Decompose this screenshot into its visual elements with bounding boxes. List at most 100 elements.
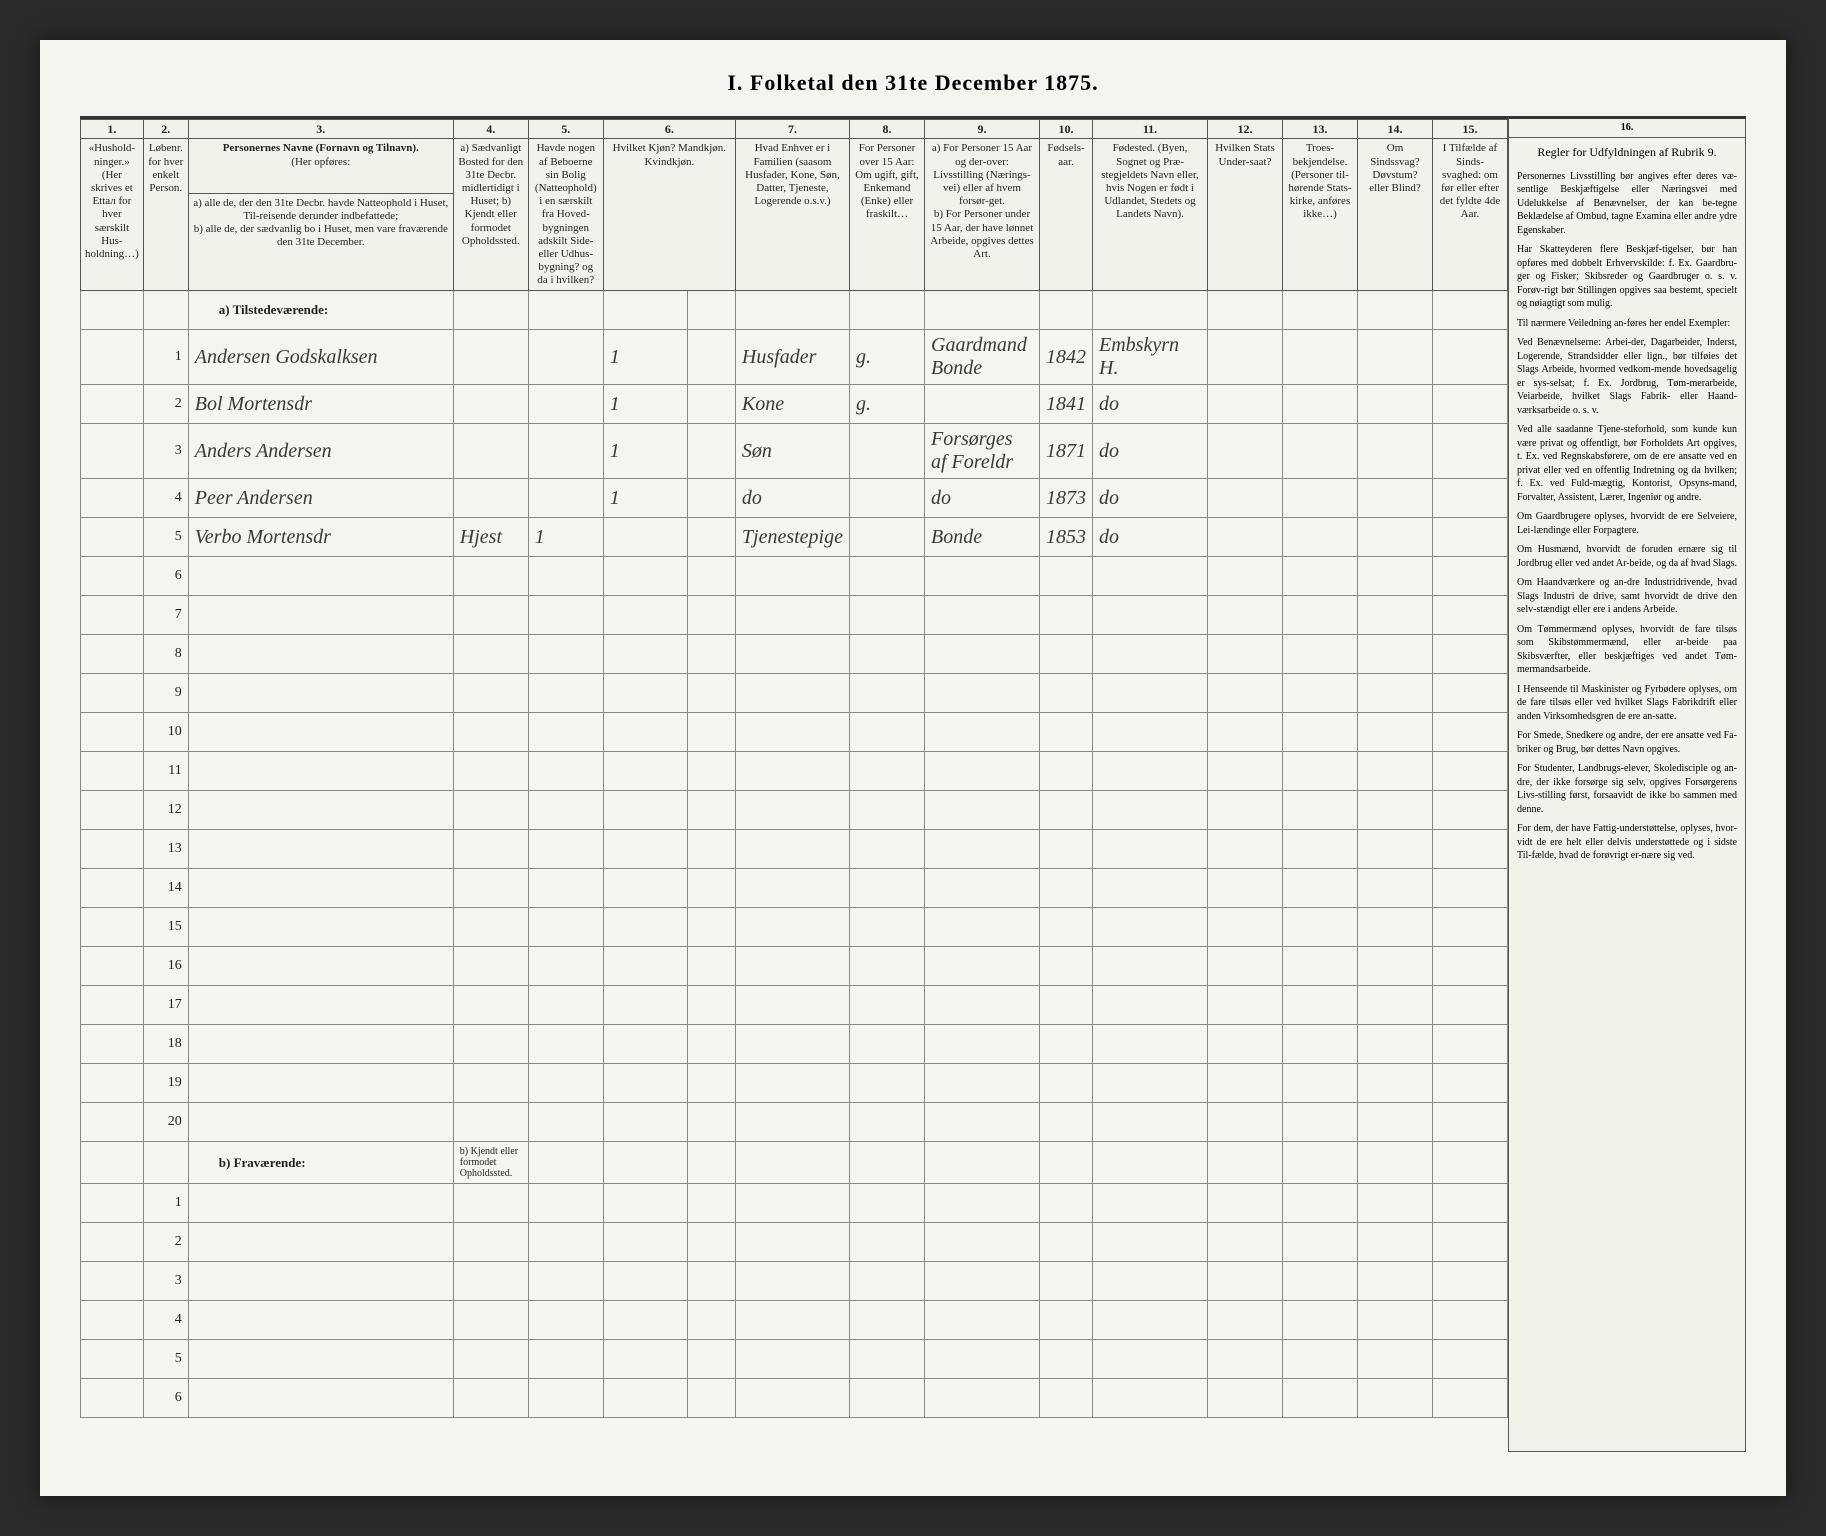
cell: [528, 1223, 603, 1262]
cell: [1208, 1262, 1283, 1301]
table-row: 7: [81, 596, 1508, 635]
section-b-label: b) Fraværende:: [188, 1142, 453, 1184]
cell: [528, 947, 603, 986]
cell: [1283, 947, 1358, 986]
cell-c14: [1358, 385, 1433, 424]
cell: [453, 1379, 528, 1418]
row-number: 17: [143, 986, 188, 1025]
cell: [1283, 1103, 1358, 1142]
cell: [850, 752, 925, 791]
cell: [1358, 1184, 1433, 1223]
person-name: Anders Andersen: [188, 424, 453, 479]
cell: [453, 908, 528, 947]
cell: [1283, 869, 1358, 908]
cell-c11: Embskyrn H.: [1093, 330, 1208, 385]
cell: [1040, 1184, 1093, 1223]
cell: [850, 1301, 925, 1340]
cell: [1283, 674, 1358, 713]
cell: [1208, 1142, 1283, 1184]
cell: [1208, 986, 1283, 1025]
cell: [81, 1223, 144, 1262]
cell-c14: [1358, 479, 1433, 518]
cell: [688, 986, 736, 1025]
cell: [688, 1064, 736, 1103]
cell: [1208, 908, 1283, 947]
hdr-3-title-text: Personernes Navne (Fornavn og Tilnavn).: [223, 142, 419, 154]
cell: [688, 596, 736, 635]
cell: [688, 1379, 736, 1418]
cell: [1433, 1064, 1508, 1103]
table-body: a) Tilstedeværende:1Andersen Godskalksen…: [81, 291, 1508, 1418]
cell-c13: [1283, 424, 1358, 479]
cell: [81, 791, 144, 830]
cell: [1208, 1103, 1283, 1142]
cell: [735, 752, 849, 791]
cell-c5: 1: [528, 518, 603, 557]
cell: [188, 1223, 453, 1262]
cell: [1040, 1142, 1093, 1184]
cell: [453, 947, 528, 986]
hdr-2: Løbenr. for hver enkelt Person.: [143, 139, 188, 291]
hdr-9a: a) For Personer 15 Aar og der-over: Livs…: [932, 142, 1032, 207]
person-name: Verbo Mortensdr: [188, 518, 453, 557]
cell: [528, 713, 603, 752]
cell: [188, 713, 453, 752]
cell-c15: [1433, 385, 1508, 424]
cell: [1433, 1103, 1508, 1142]
cell: [850, 1184, 925, 1223]
table-row: 4Peer Andersen1dodo1873do: [81, 479, 1508, 518]
cell: [1093, 791, 1208, 830]
cell: [81, 869, 144, 908]
colnum-14: 14.: [1358, 120, 1433, 139]
cell: [1040, 908, 1093, 947]
cell: [81, 830, 144, 869]
cell: [1433, 1025, 1508, 1064]
cell: [1040, 947, 1093, 986]
cell: [603, 557, 687, 596]
cell-c4: [453, 479, 528, 518]
cell: [528, 908, 603, 947]
cell: [735, 1184, 849, 1223]
cell: [603, 1301, 687, 1340]
cell: [1433, 986, 1508, 1025]
row-number: 20: [143, 1103, 188, 1142]
cell: [603, 674, 687, 713]
cell: [925, 830, 1040, 869]
cell: [188, 791, 453, 830]
colnum-9: 9.: [925, 120, 1040, 139]
cell-c5: [528, 424, 603, 479]
cell: [528, 635, 603, 674]
cell: [528, 1064, 603, 1103]
cell-c12: [1208, 424, 1283, 479]
cell: [1283, 1223, 1358, 1262]
colnum-6: 6.: [603, 120, 735, 139]
cell: [1208, 869, 1283, 908]
cell: [81, 424, 144, 479]
cell: [925, 1103, 1040, 1142]
cell-c10: 1842: [1040, 330, 1093, 385]
cell: [850, 635, 925, 674]
cell: [850, 557, 925, 596]
cell: [850, 947, 925, 986]
row-number: 13: [143, 830, 188, 869]
cell: [603, 869, 687, 908]
colnum-1: 1.: [81, 120, 144, 139]
cell: [1283, 1301, 1358, 1340]
cell: [1093, 1262, 1208, 1301]
row-number: 15: [143, 908, 188, 947]
colnum-row: 1. 2. 3. 4. 5. 6. 7. 8. 9. 10. 11. 12. 1…: [81, 120, 1508, 139]
cell: [1040, 752, 1093, 791]
cell: [1358, 830, 1433, 869]
table-row: 17: [81, 986, 1508, 1025]
cell: [925, 1301, 1040, 1340]
colnum-7: 7.: [735, 120, 849, 139]
cell: [528, 986, 603, 1025]
cell: [1283, 1142, 1358, 1184]
cell: [688, 713, 736, 752]
cell: [528, 752, 603, 791]
cell: [1358, 986, 1433, 1025]
section-b-col4: b) Kjendt eller formodet Opholdssted.: [453, 1142, 528, 1184]
cell: [1283, 596, 1358, 635]
cell: [1093, 869, 1208, 908]
table-row: 19: [81, 1064, 1508, 1103]
